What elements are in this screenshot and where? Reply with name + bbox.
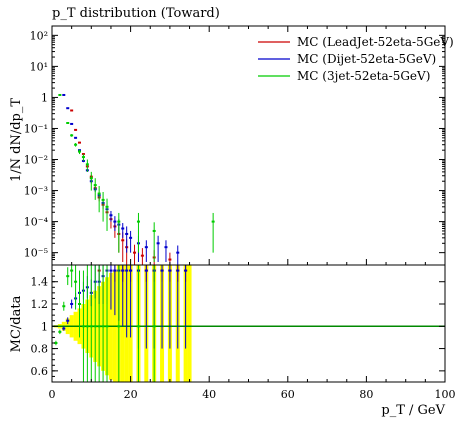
ratio-y-tick-label: 1.4	[31, 276, 49, 289]
ratio-y-tick-label: 1.2	[31, 298, 49, 311]
legend-entry-dijet: MC (Dijet-52eta-5GeV)	[258, 52, 436, 66]
ticks-layer: 10⁻⁵ 10⁻⁴ 10⁻³ 10⁻² 10⁻¹ 1 10¹ 10² 0.6 0.8 1 1.2 1.4…	[24, 26, 456, 401]
y-tick-label: 10²	[30, 29, 48, 42]
legend-entry-leadjet: MC (LeadJet-52eta-5GeV)	[258, 35, 454, 49]
y-tick-label: 10⁻²	[24, 154, 48, 167]
x-tick-label: 60	[281, 388, 295, 401]
x-tick-label: 40	[202, 388, 216, 401]
x-tick-label: 100	[435, 388, 456, 401]
y-tick-label: 10⁻⁴	[24, 216, 49, 229]
y-axis-label: 1/N dN/dp_T	[9, 98, 24, 182]
x-tick-label: 0	[49, 388, 56, 401]
ratio-y-tick-label: 1	[41, 320, 48, 333]
y-tick-label: 1	[41, 91, 48, 104]
data-uncertainty-band	[187, 265, 192, 382]
x-tick-label: 20	[124, 388, 138, 401]
chart-title: p_T distribution (Toward)	[52, 6, 220, 21]
ratio-y-tick-label: 0.8	[31, 343, 49, 356]
legend-label-leadjet: MC (LeadJet-52eta-5GeV)	[297, 35, 454, 49]
ratio-plot-layer	[52, 265, 445, 382]
legend-label-dijet: MC (Dijet-52eta-5GeV)	[297, 52, 436, 66]
legend-entry-3jet: MC (3jet-52eta-5GeV)	[258, 69, 430, 83]
ratio-y-axis-label: MC/data	[9, 295, 24, 352]
ratio-y-tick-label: 0.6	[31, 365, 49, 378]
y-tick-label: 10⁻⁵	[24, 247, 48, 260]
y-tick-label: 10¹	[30, 60, 48, 73]
legend: MC (LeadJet-52eta-5GeV) MC (Dijet-52eta-…	[258, 35, 454, 83]
main-plot-layer	[58, 93, 215, 265]
x-axis-label: p_T / GeV	[381, 403, 445, 418]
legend-label-3jet: MC (3jet-52eta-5GeV)	[297, 69, 430, 83]
y-tick-label: 10⁻¹	[24, 122, 48, 135]
y-tick-label: 10⁻³	[24, 185, 48, 198]
x-tick-label: 80	[359, 388, 373, 401]
